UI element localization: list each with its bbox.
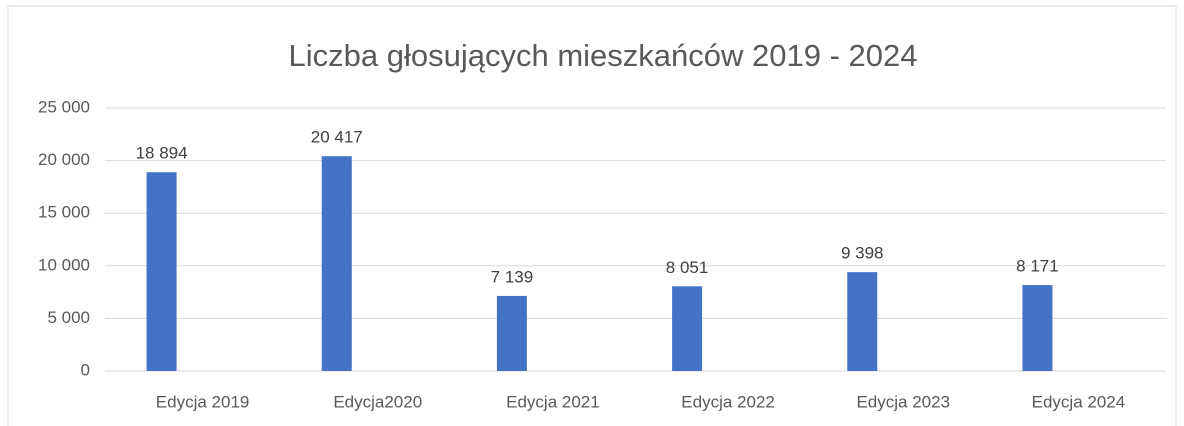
y-tick-label: 5 000 bbox=[47, 308, 90, 327]
data-label: 8 051 bbox=[666, 258, 709, 277]
y-tick-label: 10 000 bbox=[38, 255, 90, 274]
x-tick-label: Edycja2020 bbox=[333, 392, 422, 411]
bar bbox=[146, 172, 177, 371]
chart-border bbox=[7, 5, 1177, 426]
data-label: 9 398 bbox=[841, 244, 884, 263]
bar bbox=[496, 295, 527, 371]
bar bbox=[321, 156, 352, 371]
chart-title: Liczba głosujących mieszkańców 2019 - 20… bbox=[289, 38, 918, 73]
data-label: 8 171 bbox=[1016, 257, 1059, 276]
x-tick-label: Edycja 2022 bbox=[681, 392, 775, 411]
data-label: 20 417 bbox=[311, 128, 363, 147]
x-tick-label: Edycja 2021 bbox=[506, 392, 600, 411]
y-tick-label: 15 000 bbox=[38, 203, 90, 222]
bar bbox=[847, 272, 878, 371]
data-label: 18 894 bbox=[136, 144, 188, 163]
x-tick-label: Edycja 2023 bbox=[856, 392, 950, 411]
bar bbox=[1022, 285, 1053, 371]
x-tick-label: Edycja 2019 bbox=[156, 392, 250, 411]
y-tick-label: 20 000 bbox=[38, 150, 90, 169]
y-tick-label: 0 bbox=[81, 360, 90, 379]
y-tick-label: 25 000 bbox=[38, 97, 90, 116]
bar bbox=[672, 286, 703, 371]
x-tick-label: Edycja 2024 bbox=[1032, 392, 1126, 411]
data-label: 7 139 bbox=[491, 267, 534, 286]
